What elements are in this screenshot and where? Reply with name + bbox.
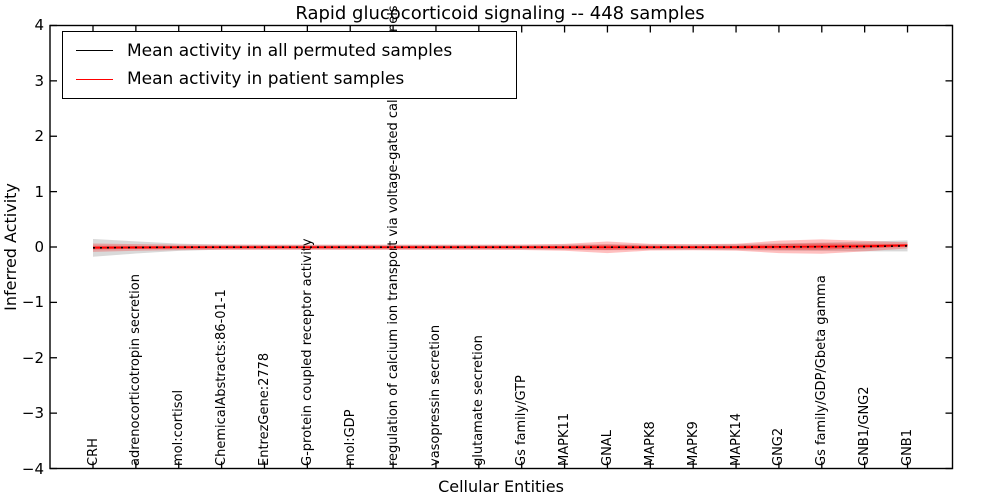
chart-title: Rapid glucocorticoid signaling -- 448 sa…	[295, 3, 705, 24]
y-tick-label: −4	[21, 459, 44, 478]
y-tick-label: 3	[34, 71, 44, 90]
legend-item-patient: Mean activity in patient samples	[63, 69, 516, 89]
legend: Mean activity in all permuted samples Me…	[62, 31, 517, 99]
x-axis-label: Cellular Entities	[438, 477, 564, 496]
legend-item-permuted: Mean activity in all permuted samples	[63, 41, 516, 61]
permuted-mean-line	[92, 245, 908, 249]
patient-line-icon	[76, 78, 113, 80]
y-tick-label: 2	[34, 127, 44, 146]
y-tick-label: −3	[21, 404, 44, 423]
legend-label: Mean activity in patient samples	[127, 69, 405, 90]
permuted-line-icon	[76, 50, 113, 52]
y-tick-label: 4	[34, 16, 44, 35]
y-tick-label: 1	[34, 182, 44, 201]
y-tick-label: 0	[34, 238, 44, 256]
y-tick-label: −2	[21, 348, 44, 367]
legend-label: Mean activity in all permuted samples	[127, 40, 453, 61]
y-tick-label: −1	[21, 293, 44, 312]
